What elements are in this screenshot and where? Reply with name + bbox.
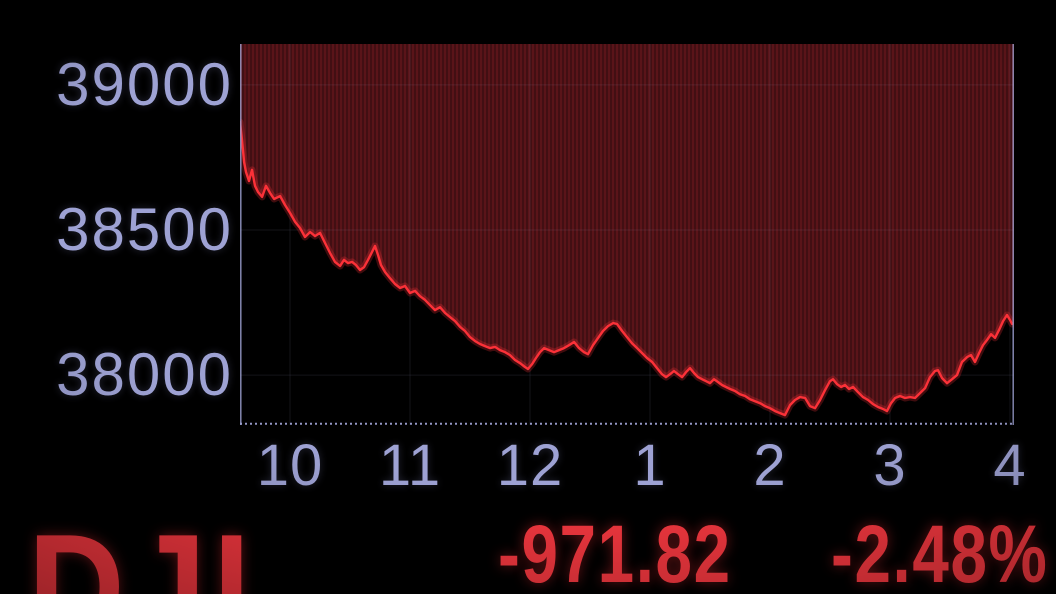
x-tick-label: 1 [633,433,667,498]
x-tick-label: 4 [993,433,1027,498]
ticker-change: -971.82 [498,509,732,594]
x-tick-label: 3 [873,433,907,498]
x-tick-label: 11 [378,433,442,498]
y-tick-label: 38000 [56,341,233,409]
ticker-symbol: DJI [28,503,258,594]
x-tick-label: 12 [496,433,564,498]
y-tick-label: 38500 [56,196,233,263]
x-tick-label: 2 [753,433,787,498]
price-line [240,120,1014,417]
price-chart-plot [240,44,1014,425]
x-tick-label: 10 [256,433,324,498]
y-tick-label: 39000 [56,50,233,118]
ticker-change-percent: -2.48% [831,509,1049,594]
price-area-fill [240,44,1014,416]
price-chart-svg [240,44,1014,425]
